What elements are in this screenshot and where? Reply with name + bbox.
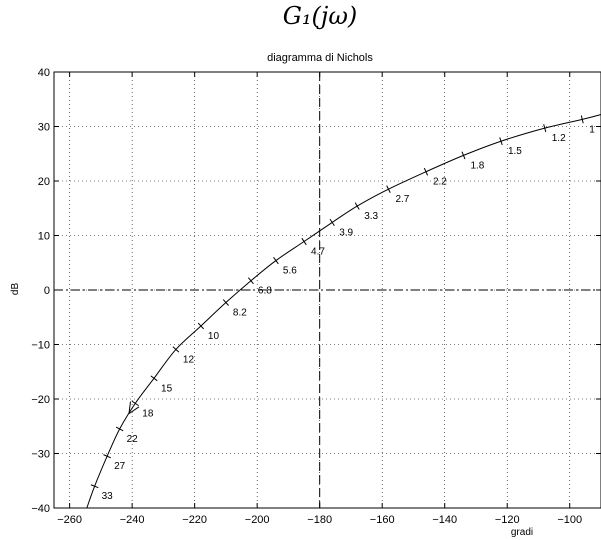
y-tick-labels: −40 −30 −20 −10 0 10 20 30 40 bbox=[31, 67, 50, 515]
y-tick-label: 20 bbox=[38, 176, 50, 188]
frequency-label: 18 bbox=[142, 408, 154, 419]
x-tick-label: −200 bbox=[245, 514, 270, 526]
x-tick-label: −260 bbox=[57, 514, 82, 526]
chart-title: G₁(jω) bbox=[283, 2, 358, 30]
frequency-tick bbox=[247, 277, 254, 285]
frequency-label: 2.2 bbox=[433, 177, 447, 188]
y-tick-label: −40 bbox=[31, 503, 50, 515]
frequency-tick bbox=[499, 137, 503, 146]
frequency-label: 1.8 bbox=[470, 160, 484, 171]
axis-ticks bbox=[54, 71, 601, 509]
frequency-markers bbox=[90, 115, 584, 489]
frequency-tick bbox=[461, 151, 466, 160]
frequency-label: 1.2 bbox=[552, 133, 566, 144]
frequency-label: 5.6 bbox=[283, 266, 297, 277]
frequency-label: 10 bbox=[208, 331, 220, 342]
frequency-label: 2.7 bbox=[395, 194, 409, 205]
y-tick-label: 40 bbox=[38, 67, 50, 79]
frequency-label: 4.7 bbox=[311, 246, 325, 257]
direction-arrow bbox=[128, 401, 140, 415]
frequency-tick bbox=[197, 322, 205, 330]
frequency-label: 12 bbox=[183, 354, 195, 365]
frequency-tick bbox=[301, 237, 307, 246]
nichols-curve bbox=[86, 114, 601, 509]
frequency-label: 8.2 bbox=[233, 308, 247, 319]
arrow-head-line bbox=[128, 401, 131, 414]
frequency-label: 15 bbox=[161, 383, 173, 394]
frequency-tick bbox=[131, 400, 139, 407]
frequency-labels: 1 1.2 1.5 1.8 2.2 2.7 3.3 3.9 4.7 5.6 6.8 8.2 10 12 15… bbox=[102, 124, 596, 502]
frequency-label: 1 bbox=[589, 124, 595, 135]
y-tick-label: −20 bbox=[31, 394, 50, 406]
frequency-tick bbox=[329, 218, 335, 227]
x-axis-label: gradi bbox=[511, 527, 533, 538]
x-tick-label: −240 bbox=[120, 514, 145, 526]
x-tick-label: −160 bbox=[370, 514, 395, 526]
frequency-tick bbox=[172, 346, 180, 353]
x-tick-label: −140 bbox=[432, 514, 457, 526]
frequency-tick bbox=[580, 115, 584, 124]
frequency-label: 3.9 bbox=[339, 227, 353, 238]
y-tick-label: 0 bbox=[44, 285, 50, 297]
frequency-tick bbox=[103, 454, 112, 459]
frequency-tick bbox=[273, 257, 279, 265]
frequency-tick bbox=[354, 202, 360, 210]
x-tick-label: −100 bbox=[557, 514, 582, 526]
frequency-tick bbox=[150, 375, 158, 382]
y-tick-label: −30 bbox=[31, 449, 50, 461]
chart-subtitle: diagramma di Nichols bbox=[267, 52, 373, 64]
x-tick-labels: −260 −240 −220 −200 −180 −160 −140 −120 −100 bbox=[57, 514, 582, 526]
y-tick-label: 10 bbox=[38, 231, 50, 243]
x-tick-label: −220 bbox=[182, 514, 207, 526]
frequency-label: 22 bbox=[127, 434, 139, 445]
reference-lines bbox=[54, 72, 601, 508]
y-tick-label: −10 bbox=[31, 340, 50, 352]
x-tick-label: −180 bbox=[307, 514, 332, 526]
arrow-head-line bbox=[128, 406, 140, 415]
frequency-tick bbox=[115, 426, 124, 432]
y-tick-label: 30 bbox=[38, 122, 50, 134]
frequency-tick bbox=[386, 185, 391, 193]
frequency-label: 3.3 bbox=[364, 211, 378, 222]
frequency-label: 33 bbox=[102, 491, 114, 502]
frequency-tick bbox=[222, 299, 229, 306]
frequency-tick bbox=[543, 124, 547, 133]
frequency-label: 6.8 bbox=[258, 286, 272, 297]
frequency-label: 1.5 bbox=[508, 146, 522, 157]
frequency-label: 27 bbox=[114, 461, 126, 472]
y-axis-label: dB bbox=[10, 283, 21, 296]
frequency-tick bbox=[423, 167, 429, 176]
x-tick-label: −120 bbox=[495, 514, 520, 526]
frequency-tick bbox=[90, 484, 99, 489]
